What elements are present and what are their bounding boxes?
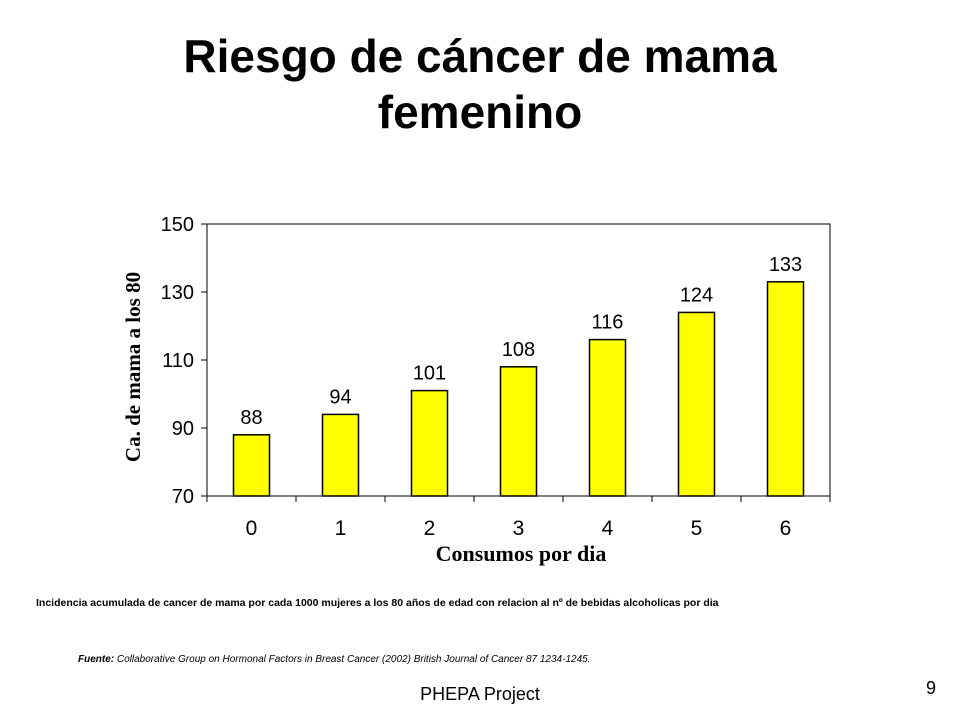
- y-tick-label: 90: [172, 418, 194, 440]
- y-axis: 70 90 110 130 150: [161, 214, 207, 508]
- data-labels: 88 94 101 108 116 124 133: [240, 254, 802, 429]
- data-label: 116: [592, 312, 624, 334]
- x-tick-label: 2: [424, 517, 436, 540]
- bar: [766, 281, 805, 497]
- x-tick-label: 0: [246, 517, 258, 540]
- bars: [232, 281, 805, 497]
- y-axis-title: Ca. de mama a los 80: [121, 272, 145, 462]
- x-tick-label: 6: [780, 517, 792, 540]
- source-citation: Fuente: Collaborative Group on Hormonal …: [78, 654, 898, 665]
- y-tick-label: 150: [161, 214, 194, 236]
- chart-caption: Incidencia acumulada de cancer de mama p…: [36, 597, 719, 609]
- data-label: 88: [240, 407, 262, 429]
- bar: [499, 366, 538, 497]
- x-axis-title: Consumos por dia: [436, 541, 607, 566]
- data-label: 101: [413, 363, 446, 385]
- x-axis: 0 1 2 3 4 5 6: [206, 496, 831, 540]
- x-tick-label: 1: [335, 517, 347, 540]
- data-label: 108: [502, 339, 535, 361]
- y-tick-label: 70: [172, 486, 194, 508]
- bar: [232, 434, 271, 497]
- page-number: 9: [925, 678, 936, 698]
- y-tick-label: 110: [162, 350, 194, 372]
- data-label: 94: [329, 386, 351, 408]
- data-label: 133: [769, 254, 802, 276]
- data-label: 124: [680, 284, 713, 306]
- x-tick-label: 4: [602, 517, 614, 540]
- bar: [410, 389, 449, 497]
- x-tick-label: 3: [513, 517, 525, 540]
- y-tick-label: 130: [161, 282, 194, 304]
- bar: [321, 413, 360, 497]
- bar: [588, 338, 627, 497]
- x-tick-label: 5: [691, 517, 703, 540]
- slide-title-line2: femenino: [377, 86, 583, 138]
- bar: [677, 311, 716, 497]
- slide-title-line1: Riesgo de cáncer de mama: [183, 30, 777, 82]
- slide-title: Riesgo de cáncer de mama femenino: [0, 28, 960, 140]
- source-text: Collaborative Group on Hormonal Factors …: [116, 654, 591, 665]
- footer-project: PHEPA Project: [420, 684, 540, 704]
- source-label: Fuente:: [78, 654, 115, 665]
- bar-chart: 70 90 110 130 150 88 94 101 108 116 124 133 0 1 2 3 4 5…: [121, 214, 831, 566]
